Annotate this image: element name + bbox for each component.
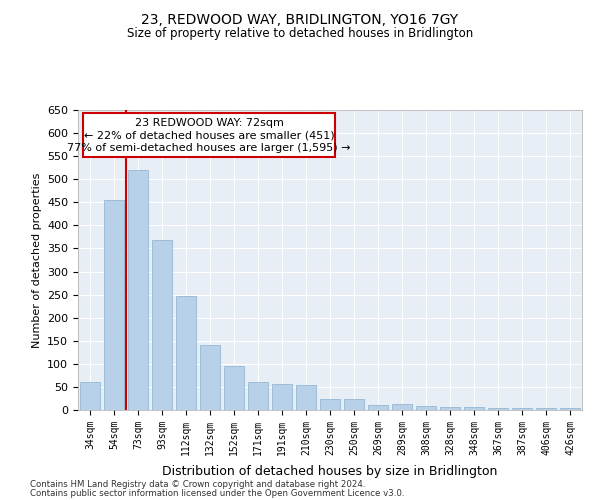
Bar — [440, 407, 460, 410]
Text: 77% of semi-detached houses are larger (1,595) →: 77% of semi-detached houses are larger (… — [67, 143, 351, 153]
Text: ← 22% of detached houses are smaller (451): ← 22% of detached houses are smaller (45… — [84, 130, 334, 140]
Bar — [392, 404, 412, 410]
Text: 23 REDWOOD WAY: 72sqm: 23 REDWOOD WAY: 72sqm — [134, 118, 283, 128]
Bar — [104, 200, 124, 410]
Bar — [488, 408, 508, 410]
Text: Contains public sector information licensed under the Open Government Licence v3: Contains public sector information licen… — [30, 488, 404, 498]
Text: Contains HM Land Registry data © Crown copyright and database right 2024.: Contains HM Land Registry data © Crown c… — [30, 480, 365, 489]
Bar — [368, 406, 388, 410]
Bar — [344, 400, 364, 410]
Bar — [80, 382, 100, 410]
Bar — [560, 408, 580, 410]
Bar — [296, 384, 316, 410]
Bar — [512, 408, 532, 410]
FancyBboxPatch shape — [83, 113, 335, 156]
Bar — [416, 406, 436, 410]
Bar — [272, 384, 292, 410]
Text: Distribution of detached houses by size in Bridlington: Distribution of detached houses by size … — [163, 464, 497, 477]
Bar — [464, 407, 484, 410]
Bar — [536, 408, 556, 410]
Bar — [248, 382, 268, 410]
Bar — [224, 366, 244, 410]
Bar — [128, 170, 148, 410]
Bar — [200, 346, 220, 410]
Bar — [152, 240, 172, 410]
Text: 23, REDWOOD WAY, BRIDLINGTON, YO16 7GY: 23, REDWOOD WAY, BRIDLINGTON, YO16 7GY — [142, 12, 458, 26]
Bar — [176, 296, 196, 410]
Y-axis label: Number of detached properties: Number of detached properties — [32, 172, 41, 348]
Text: Size of property relative to detached houses in Bridlington: Size of property relative to detached ho… — [127, 28, 473, 40]
Bar — [320, 400, 340, 410]
